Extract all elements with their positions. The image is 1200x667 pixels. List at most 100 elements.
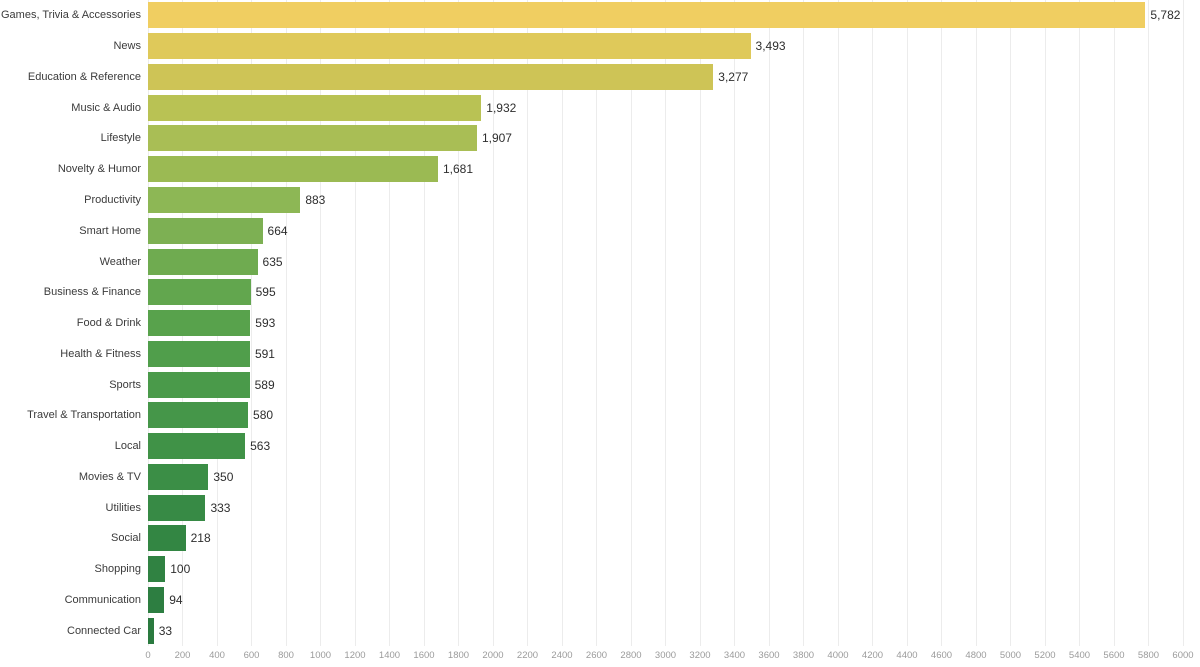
bar[interactable] bbox=[148, 525, 186, 552]
category-label: Communication bbox=[64, 593, 141, 606]
bar-track: 350 bbox=[148, 463, 1183, 490]
value-label: 100 bbox=[170, 562, 191, 577]
bar-track: 563 bbox=[148, 433, 1183, 460]
gridline bbox=[1113, 0, 1115, 646]
bar[interactable] bbox=[148, 556, 166, 583]
x-tick-label: 4600 bbox=[930, 650, 953, 661]
bar-track: 635 bbox=[148, 248, 1183, 275]
gridline bbox=[320, 0, 321, 646]
bar[interactable] bbox=[148, 310, 251, 337]
value-label: 635 bbox=[262, 254, 283, 269]
bar[interactable] bbox=[148, 617, 154, 644]
gridline bbox=[630, 0, 632, 646]
bar-track: 94 bbox=[148, 586, 1183, 613]
value-label: 591 bbox=[254, 346, 275, 361]
category-label: Weather bbox=[99, 255, 141, 268]
value-label: 1,907 bbox=[481, 131, 512, 146]
gridline bbox=[527, 0, 528, 646]
bar-track: 1,907 bbox=[148, 125, 1183, 152]
gridline bbox=[1182, 0, 1184, 646]
bar-track: 593 bbox=[148, 310, 1183, 337]
bar[interactable] bbox=[148, 371, 250, 398]
bar-row: Connected Car 33 bbox=[0, 615, 1200, 646]
value-label: 3,493 bbox=[755, 39, 786, 54]
bar[interactable] bbox=[148, 494, 206, 521]
x-tick-label: 3000 bbox=[654, 650, 677, 661]
bar-track: 100 bbox=[148, 556, 1183, 583]
bar-row: Local 563 bbox=[0, 431, 1200, 462]
category-label: Novelty & Humor bbox=[57, 163, 141, 176]
bar-row: Education & Reference 3,277 bbox=[0, 62, 1200, 93]
category-label: Movies & TV bbox=[78, 470, 141, 483]
bar[interactable] bbox=[148, 2, 1146, 29]
bar[interactable] bbox=[148, 156, 438, 183]
gridline bbox=[389, 0, 390, 646]
bar-track: 595 bbox=[148, 279, 1183, 306]
x-tick-label: 0 bbox=[145, 650, 151, 661]
value-label: 94 bbox=[169, 592, 183, 607]
bar[interactable] bbox=[148, 248, 258, 275]
bar-track: 5,782 bbox=[148, 2, 1183, 29]
category-label: Sports bbox=[109, 378, 141, 391]
x-axis: 0 200 400 600 800 1000 1200 1400 1600 1800 2000 220… bbox=[145, 646, 1193, 667]
x-tick-label: 5600 bbox=[1103, 650, 1125, 661]
bar[interactable] bbox=[148, 402, 249, 429]
bar-row: Shopping 100 bbox=[0, 554, 1200, 585]
bar[interactable] bbox=[148, 186, 301, 213]
x-tick-label: 2000 bbox=[482, 650, 504, 661]
x-tick-label: 1000 bbox=[309, 650, 332, 661]
category-label: Food & Drink bbox=[76, 317, 141, 330]
bar-row: Sports 589 bbox=[0, 369, 1200, 400]
bar-row: Communication 94 bbox=[0, 585, 1200, 616]
bar[interactable] bbox=[148, 63, 714, 90]
value-label: 3,277 bbox=[718, 69, 749, 84]
x-tick-label: 3600 bbox=[758, 650, 780, 661]
x-tick-label: 4200 bbox=[861, 650, 884, 661]
x-tick-label: 4400 bbox=[896, 650, 918, 661]
x-tick-label: 1200 bbox=[344, 650, 366, 661]
bar[interactable] bbox=[148, 433, 246, 460]
gridline bbox=[941, 0, 942, 646]
bar[interactable] bbox=[148, 586, 165, 613]
bar[interactable] bbox=[148, 33, 751, 60]
category-label: Lifestyle bbox=[100, 132, 141, 145]
value-label: 1,932 bbox=[486, 100, 517, 115]
bar-track: 1,681 bbox=[148, 156, 1183, 183]
x-tick-label: 3800 bbox=[792, 650, 815, 661]
x-tick-label: 2600 bbox=[585, 650, 608, 661]
bar-row: Business & Finance 595 bbox=[0, 277, 1200, 308]
gridline bbox=[699, 0, 701, 646]
bar[interactable] bbox=[148, 217, 263, 244]
bar-row: Games, Trivia & Accessories 5,782 bbox=[0, 0, 1200, 31]
x-tick-label: 5400 bbox=[1068, 650, 1091, 661]
x-tick-label: 3400 bbox=[723, 650, 746, 661]
gridline bbox=[837, 0, 839, 646]
bar-row: Novelty & Humor 1,681 bbox=[0, 154, 1200, 185]
gridline bbox=[975, 0, 977, 646]
value-label: 350 bbox=[213, 469, 234, 484]
gridline bbox=[803, 0, 804, 646]
bar[interactable] bbox=[148, 94, 482, 121]
grid-layer bbox=[147, 0, 1184, 646]
bar-track: 33 bbox=[148, 617, 1183, 644]
gridline bbox=[354, 0, 356, 646]
bar-track: 591 bbox=[148, 340, 1183, 367]
x-tick-label: 5000 bbox=[999, 650, 1022, 661]
x-tick-label: 1400 bbox=[378, 650, 401, 661]
x-tick-label: 1600 bbox=[413, 650, 435, 661]
category-label: Games, Trivia & Accessories bbox=[1, 9, 141, 22]
bar[interactable] bbox=[148, 279, 251, 306]
bar-track: 664 bbox=[148, 217, 1183, 244]
category-label: Education & Reference bbox=[27, 70, 141, 83]
bar-row: Music & Audio 1,932 bbox=[0, 92, 1200, 123]
bar-row: Health & Fitness 591 bbox=[0, 338, 1200, 369]
x-tick-label: 400 bbox=[209, 650, 225, 661]
x-tick-label: 2200 bbox=[516, 650, 539, 661]
x-tick-label: 4000 bbox=[827, 650, 849, 661]
value-label: 218 bbox=[190, 531, 211, 546]
bar[interactable] bbox=[148, 463, 209, 490]
bar[interactable] bbox=[148, 125, 477, 152]
category-label: Productivity bbox=[84, 193, 141, 206]
bar[interactable] bbox=[148, 340, 250, 367]
